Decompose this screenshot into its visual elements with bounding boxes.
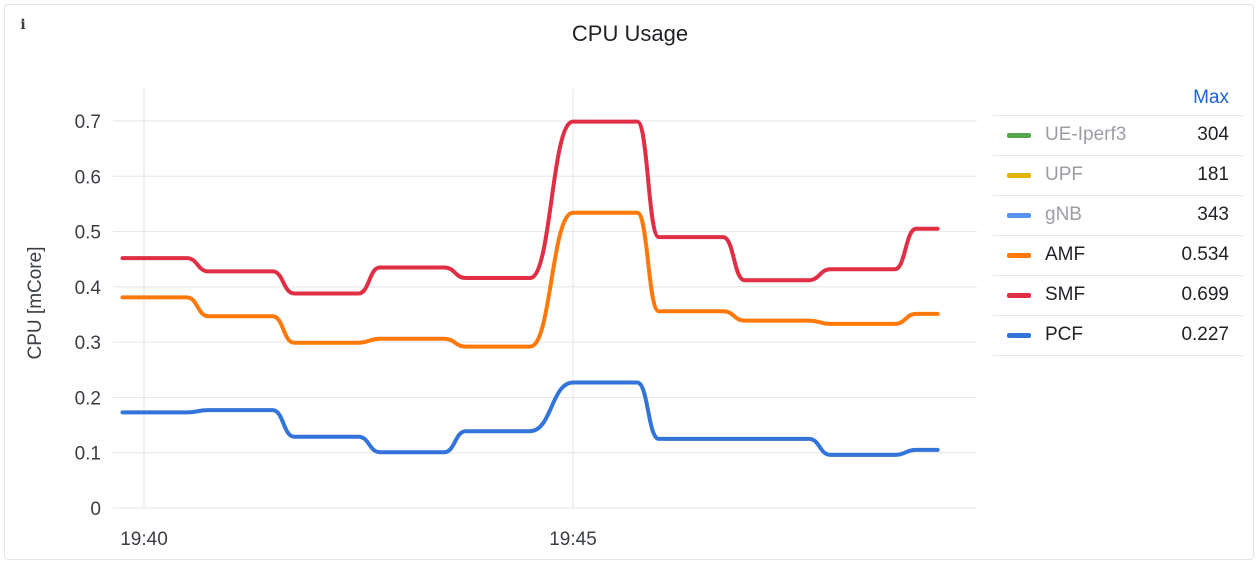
legend-swatch xyxy=(1007,133,1031,138)
y-tick-label: 0.3 xyxy=(75,333,101,354)
legend-item-pcf[interactable]: PCF 0.227 xyxy=(993,316,1243,356)
legend-item-label: SMF xyxy=(1045,284,1086,305)
legend-item-max-value: 0.227 xyxy=(1181,324,1229,345)
legend-item-max-value: 343 xyxy=(1197,204,1229,225)
x-axis: 19:40 19:45 xyxy=(120,529,597,550)
legend-swatch xyxy=(1007,333,1031,338)
legend-item-label: AMF xyxy=(1045,244,1086,265)
legend-header: Max xyxy=(993,81,1243,116)
legend-item-max-value: 0.699 xyxy=(1181,284,1229,305)
legend-item-upf[interactable]: UPF 181 xyxy=(993,156,1243,196)
x-tick-label: 19:45 xyxy=(549,529,597,550)
grid xyxy=(113,89,977,509)
legend-swatch xyxy=(1007,253,1031,258)
legend-item-label: PCF xyxy=(1045,324,1083,345)
y-tick-label: 0.4 xyxy=(75,278,102,299)
cpu-usage-panel: i CPU Usage 0 0.1 0.2 0.3 0.4 0.5 0.6 0.7 19:40… xyxy=(4,4,1254,560)
y-tick-label: 0.2 xyxy=(75,388,101,409)
y-tick-label: 0.5 xyxy=(75,223,101,244)
cpu-usage-chart[interactable]: 0 0.1 0.2 0.3 0.4 0.5 0.6 0.7 19:40 19:45 CPU [m… xyxy=(5,5,985,561)
y-tick-label: 0.6 xyxy=(75,167,101,188)
y-axis-label: CPU [mCore] xyxy=(25,247,46,360)
y-axis: 0 0.1 0.2 0.3 0.4 0.5 0.6 0.7 xyxy=(75,112,102,520)
legend-item-ue-iperf3[interactable]: UE-Iperf3 304 xyxy=(993,116,1243,156)
y-tick-label: 0.7 xyxy=(75,112,101,133)
legend-item-max-value: 181 xyxy=(1197,164,1229,185)
legend-item-label: gNB xyxy=(1045,204,1082,225)
panel-title: CPU Usage xyxy=(571,21,689,46)
series-line-amf[interactable] xyxy=(120,210,940,349)
legend-item-gnb[interactable]: gNB 343 xyxy=(993,196,1243,236)
legend-item-amf[interactable]: AMF 0.534 xyxy=(993,236,1243,276)
legend-swatch xyxy=(1007,173,1031,178)
y-tick-label: 0 xyxy=(90,499,101,520)
legend: Max UE-Iperf3 304 UPF 181 gNB 343 AMF 0.534 SMF 0… xyxy=(993,81,1243,356)
series xyxy=(120,119,940,457)
legend-max-column-header[interactable]: Max xyxy=(1193,87,1229,108)
info-icon[interactable]: i xyxy=(20,17,26,33)
legend-swatch xyxy=(1007,213,1031,218)
x-tick-label: 19:40 xyxy=(120,529,168,550)
legend-item-label: UPF xyxy=(1045,164,1083,185)
legend-item-max-value: 304 xyxy=(1197,124,1229,145)
y-tick-label: 0.1 xyxy=(75,444,101,465)
legend-item-max-value: 0.534 xyxy=(1181,244,1229,265)
series-line-pcf[interactable] xyxy=(120,380,940,457)
legend-swatch xyxy=(1007,293,1031,298)
legend-item-label: UE-Iperf3 xyxy=(1045,124,1127,145)
series-line-smf[interactable] xyxy=(120,119,940,296)
legend-item-smf[interactable]: SMF 0.699 xyxy=(993,276,1243,316)
